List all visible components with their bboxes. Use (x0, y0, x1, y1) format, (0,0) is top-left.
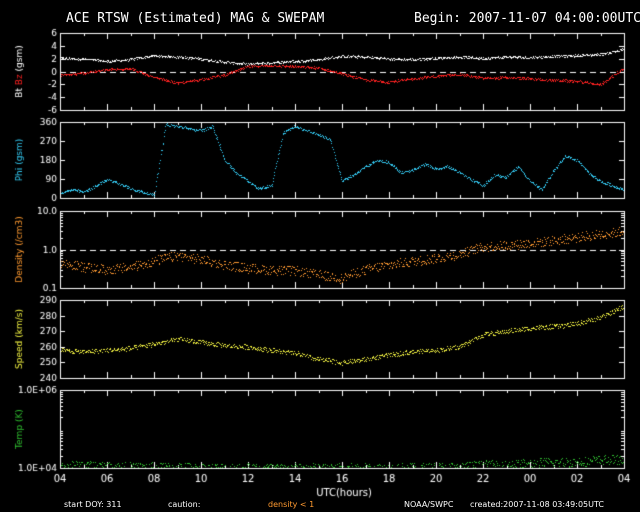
source-label: NOAA/SWPC (404, 500, 454, 509)
density-note: density < 1 (268, 500, 315, 509)
created-time: created:2007-11-08 03:49:05UTC (470, 500, 604, 509)
begin-time: Begin: 2007-11-07 04:00:00UTC (414, 11, 640, 26)
caution-label: caution: (168, 500, 201, 509)
chart-title: ACE RTSW (Estimated) MAG & SWEPAM (66, 11, 325, 26)
start-doy: start DOY: 311 (64, 500, 122, 509)
